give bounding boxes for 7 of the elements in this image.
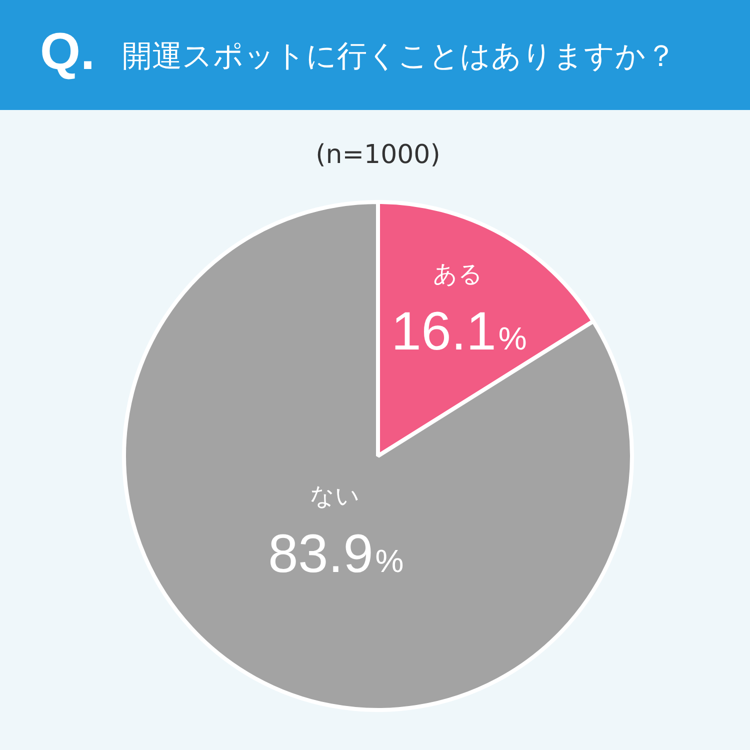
data-label: 16.1%: [391, 302, 527, 362]
chart-subtitle: (n=1000): [314, 140, 442, 170]
slice-label: ない: [310, 482, 360, 510]
data-label: 83.9%: [268, 524, 404, 584]
chart-title: 開運スポットに行くことはありますか？: [122, 38, 676, 76]
slice-label: ある: [432, 260, 483, 288]
text: Q.: [40, 22, 95, 82]
